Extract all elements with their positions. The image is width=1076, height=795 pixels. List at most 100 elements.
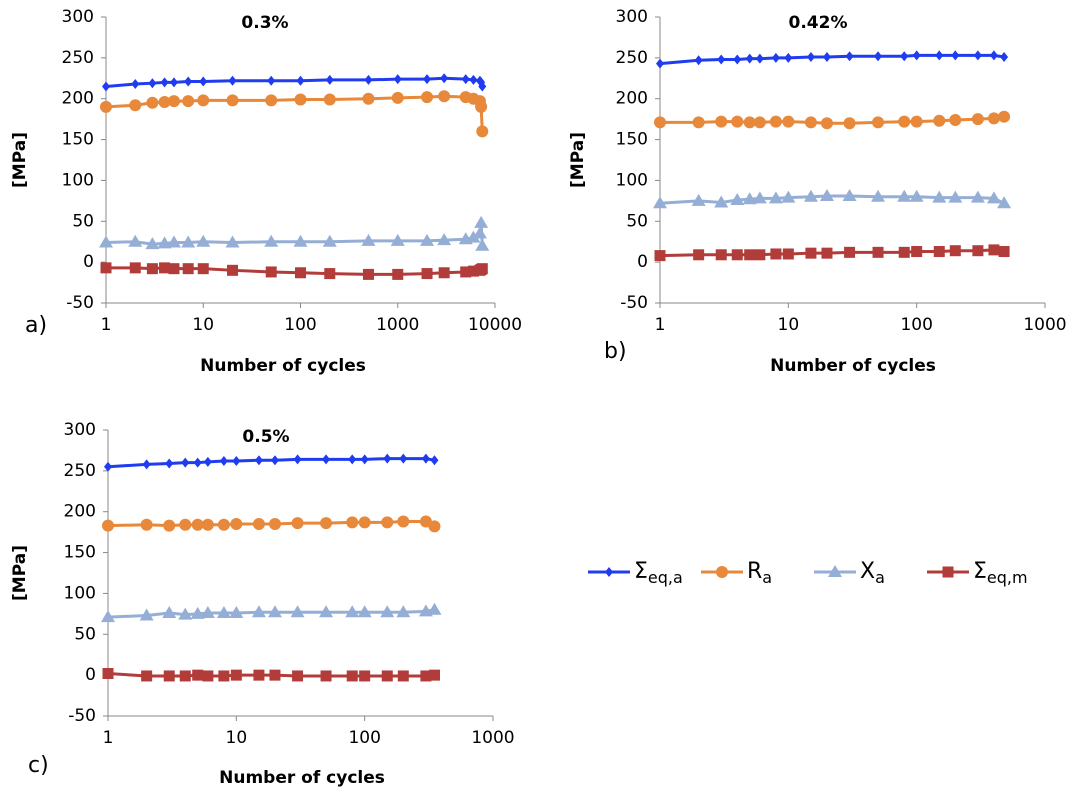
y-tick-label: -50 [68, 706, 96, 726]
x-tick-label: 1000 [471, 728, 514, 748]
point [973, 50, 982, 61]
y-tick-label: 200 [64, 502, 96, 522]
point [844, 246, 856, 258]
point [157, 236, 172, 249]
point [466, 230, 481, 243]
point [358, 516, 371, 529]
y-axis-label: [MPa] [10, 545, 30, 601]
point [268, 517, 281, 530]
point [754, 249, 766, 261]
point [397, 670, 409, 682]
point [190, 606, 205, 619]
point [933, 114, 946, 127]
point [476, 125, 489, 138]
point [909, 189, 924, 202]
point [803, 189, 818, 202]
legend-marker [716, 566, 728, 578]
point [381, 516, 394, 529]
legend-label: Σeq,a [634, 559, 683, 587]
point [911, 246, 923, 258]
point [396, 605, 411, 618]
point [323, 93, 336, 106]
point [948, 190, 963, 203]
point [472, 226, 487, 239]
point [294, 93, 307, 106]
x-tick-label: 100 [900, 315, 932, 335]
legend-marker [828, 565, 842, 577]
point [476, 263, 488, 275]
y-tick-label: 50 [72, 211, 94, 231]
point [475, 100, 488, 113]
x-tick-label: 100 [348, 728, 380, 748]
point [654, 250, 666, 262]
point [393, 74, 402, 85]
point [898, 115, 911, 128]
panel-label: a) [25, 313, 47, 338]
point [178, 607, 193, 620]
point [139, 608, 154, 621]
point [181, 235, 196, 248]
y-tick-label: 100 [616, 170, 648, 190]
y-tick-label: 150 [62, 130, 94, 150]
x-tick-label: 10 [778, 315, 800, 335]
panel-label: b) [604, 339, 627, 364]
point [227, 264, 239, 276]
point [438, 90, 451, 103]
y-tick-label: 150 [616, 130, 648, 150]
point [768, 191, 783, 204]
point [291, 517, 304, 530]
point [730, 193, 745, 206]
point [440, 73, 449, 84]
point [324, 268, 336, 280]
legend-label: Σeq,m [973, 559, 1028, 587]
point [202, 670, 214, 682]
y-tick-label: -50 [66, 293, 94, 313]
point [782, 248, 794, 260]
point [784, 52, 793, 63]
point [806, 52, 815, 63]
point [715, 115, 728, 128]
point [199, 76, 208, 87]
series [100, 90, 489, 138]
point [805, 247, 817, 259]
point [362, 268, 374, 280]
point [744, 249, 756, 261]
point [102, 519, 114, 532]
point [265, 266, 277, 278]
point [264, 234, 279, 247]
point [99, 235, 113, 248]
point [184, 76, 193, 87]
point [997, 196, 1012, 209]
point [421, 268, 433, 280]
point [191, 518, 204, 531]
point [970, 190, 985, 203]
point [743, 116, 756, 129]
point [874, 51, 883, 62]
point [420, 670, 432, 682]
y-tick-label: 200 [616, 89, 648, 109]
x-tick-label: 10 [192, 315, 214, 335]
point [988, 244, 1000, 256]
point [102, 81, 110, 92]
point [359, 670, 371, 682]
point [200, 606, 215, 619]
point [167, 95, 180, 108]
point [100, 262, 112, 274]
point [319, 605, 334, 618]
point [717, 54, 726, 65]
point [179, 670, 191, 682]
point [391, 91, 404, 104]
point [822, 52, 831, 63]
y-tick-label: 250 [616, 48, 648, 68]
point [216, 606, 231, 619]
point [226, 94, 239, 107]
point [390, 233, 405, 246]
point [998, 110, 1011, 123]
point [1000, 52, 1009, 63]
point [755, 53, 764, 64]
point [421, 91, 434, 104]
point [972, 245, 984, 257]
point [912, 50, 921, 61]
x-tick-label: 1000 [376, 315, 419, 335]
